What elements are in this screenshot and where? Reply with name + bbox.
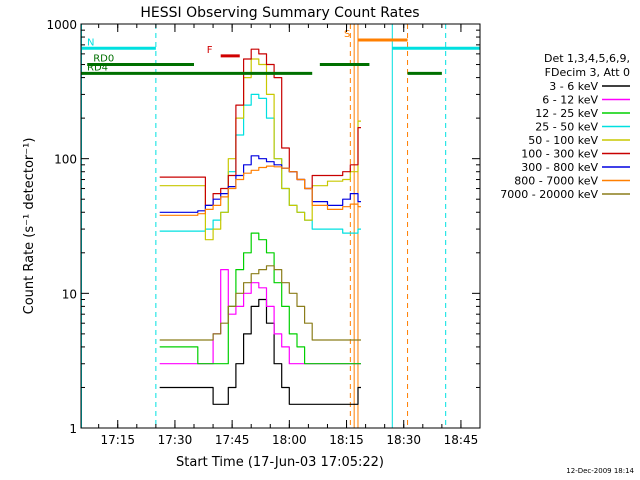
- axes: 17:15 17:30 17:45 18:00 18:15 18:30 18:45 1 10 10…: [46, 18, 481, 447]
- series-line-2: [159, 232, 361, 365]
- series-line-8: [159, 265, 361, 341]
- series-line-4: [159, 58, 361, 241]
- legend-label-4: 50 - 100 keV: [528, 134, 598, 147]
- legend-label-8: 7000 - 20000 keV: [500, 188, 598, 201]
- y-axis-label: Count Rate (s⁻¹ detector⁻¹): [22, 138, 37, 315]
- series-line-0: [159, 298, 361, 405]
- x-axis-label: Start Time (17-Jun-03 17:05:22): [176, 455, 384, 470]
- status-label-s: S: [344, 29, 350, 40]
- status-label-f: F: [207, 45, 213, 56]
- footer-date: 12-Dec-2009 18:14: [566, 467, 634, 475]
- status-label-rd4: RD4: [87, 62, 108, 73]
- y-tick-label: 100: [54, 153, 77, 167]
- legend-label-7: 800 - 7000 keV: [514, 175, 598, 188]
- legend-header-line-2: FDecim 3, Att 0: [545, 66, 630, 79]
- legend-label-3: 25 - 50 keV: [535, 121, 598, 134]
- status-label-rd0: RD0: [93, 54, 114, 65]
- y-tick-label: 10: [62, 287, 77, 301]
- y-tick-label: 1000: [46, 18, 77, 32]
- series-line-7: [159, 165, 361, 216]
- legend-label-6: 300 - 800 keV: [521, 161, 598, 174]
- x-tick-label: 17:15: [100, 433, 135, 447]
- chart-title: HESSI Observing Summary Count Rates: [140, 5, 419, 21]
- x-tick-label: 18:30: [386, 433, 421, 447]
- x-tick-label: 17:45: [215, 433, 250, 447]
- y-tick-label: 1: [69, 422, 77, 436]
- series-line-6: [159, 155, 361, 213]
- series-line-5: [159, 48, 361, 206]
- legend-label-2: 12 - 25 keV: [535, 107, 598, 120]
- x-tick-label: 18:00: [272, 433, 307, 447]
- legend: Det 1,3,4,5,6,9, FDecim 3, Att 0 3 - 6 k…: [500, 52, 630, 201]
- plot-frame: [80, 23, 481, 429]
- x-tick-label: 18:45: [444, 433, 479, 447]
- x-tick-label: 18:15: [329, 433, 364, 447]
- series-line-1: [159, 269, 361, 365]
- x-tick-label: 17:30: [158, 433, 193, 447]
- legend-label-1: 6 - 12 keV: [542, 94, 598, 107]
- status-label-n: N: [87, 37, 94, 48]
- legend-header-line-1: Det 1,3,4,5,6,9,: [544, 52, 630, 65]
- plot-content: [81, 24, 447, 428]
- legend-label-5: 100 - 300 keV: [521, 148, 598, 161]
- legend-label-0: 3 - 6 keV: [549, 80, 598, 93]
